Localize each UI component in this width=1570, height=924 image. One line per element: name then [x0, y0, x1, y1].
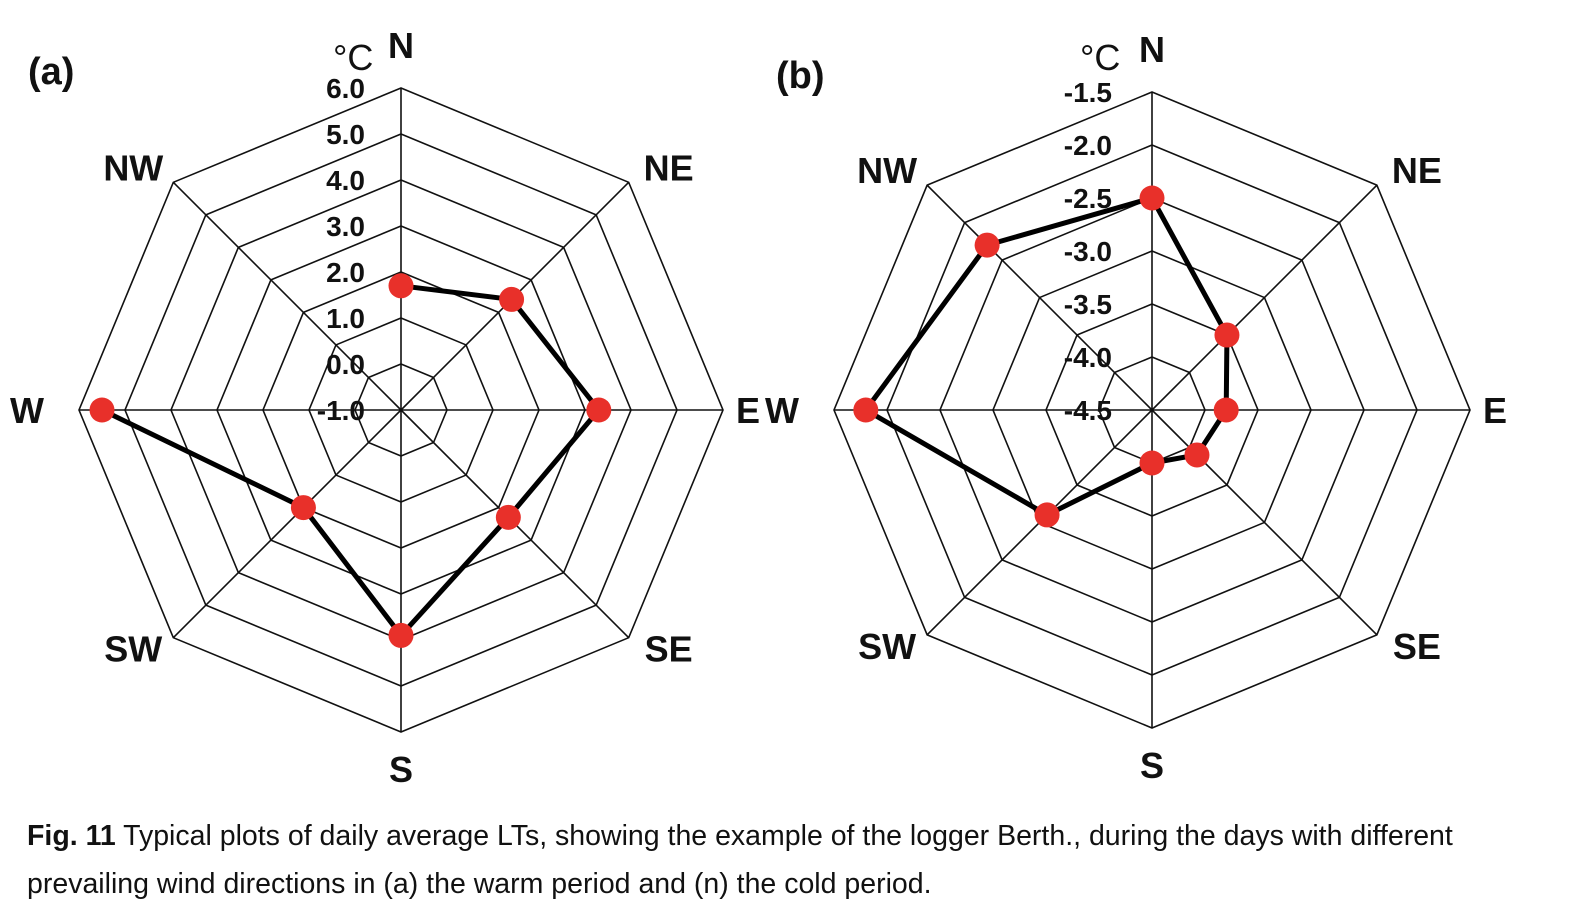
tick-label: -1.5: [1064, 77, 1112, 108]
tick-label: -3.5: [1064, 289, 1112, 320]
panel-label: (b): [776, 55, 825, 97]
data-point-e: [1213, 397, 1239, 423]
data-point-sw: [290, 495, 316, 521]
caption-label: Fig. 11: [27, 820, 116, 852]
direction-label-ne: NE: [644, 147, 694, 188]
series-line-segment: [863, 407, 1050, 518]
series-line-segment: [398, 514, 511, 638]
axis-spoke: [172, 181, 402, 411]
tick-label: -2.5: [1064, 183, 1112, 214]
tick-label: 0.0: [326, 349, 365, 380]
direction-label-se: SE: [1393, 626, 1441, 667]
data-point-se: [495, 504, 521, 530]
figure-caption: Fig. 11 Typical plots of daily average L…: [27, 812, 1557, 908]
series-line-segment: [1149, 195, 1230, 338]
tick-label: 3.0: [326, 211, 365, 242]
direction-label-n: N: [388, 25, 414, 66]
data-point-ne: [499, 286, 525, 312]
tick-label: -4.5: [1064, 395, 1112, 426]
tick-label: -1.0: [317, 395, 365, 426]
series-line-segment: [863, 242, 990, 413]
tick-label: -3.0: [1064, 236, 1112, 267]
direction-label-se: SE: [645, 629, 693, 670]
series-line-segment: [300, 505, 404, 638]
series-line-segment: [509, 296, 602, 413]
series-line-segment: [1044, 460, 1155, 518]
axis-spoke: [1151, 184, 1378, 411]
unit-label: °C: [333, 37, 373, 78]
tick-label: 6.0: [326, 73, 365, 104]
direction-label-nw: NW: [103, 147, 163, 188]
direction-label-e: E: [736, 390, 760, 431]
data-point-s: [1139, 450, 1165, 476]
data-point-s: [388, 622, 414, 648]
tick-label: 4.0: [326, 165, 365, 196]
series-line-segment: [99, 407, 306, 511]
direction-label-sw: SW: [104, 629, 162, 670]
direction-label-nw: NW: [857, 150, 917, 191]
axis-spoke: [1151, 409, 1378, 636]
direction-label-w: W: [765, 390, 799, 431]
data-point-se: [1184, 442, 1210, 468]
radar-chart-0: -1.0 0.0 1.0 2.0 3.0 4.0 5.0 6.0 N NE E SE S SW W NW (a)…: [10, 25, 760, 790]
data-point-w: [853, 397, 879, 423]
data-point-nw: [974, 232, 1000, 258]
radar-chart-1: -4.5 -4.0 -3.5 -3.0 -2.5 -2.0 -1.5 N NE E SE S SW W NW…: [765, 29, 1507, 786]
series-line-segment: [505, 407, 602, 520]
data-point-ne: [1214, 322, 1240, 348]
direction-label-e: E: [1483, 390, 1507, 431]
direction-label-ne: NE: [1392, 150, 1442, 191]
data-point-sw: [1034, 502, 1060, 528]
axis-spoke: [926, 184, 1153, 411]
tick-label: 1.0: [326, 303, 365, 334]
caption-text: Typical plots of daily average LTs, show…: [27, 820, 1453, 900]
direction-label-s: S: [389, 749, 413, 790]
series-line-segment: [398, 283, 515, 302]
data-point-n: [1139, 185, 1165, 211]
tick-label: -4.0: [1064, 342, 1112, 373]
tick-label: 2.0: [326, 257, 365, 288]
unit-label: °C: [1080, 37, 1120, 78]
panel-label: (a): [28, 51, 74, 93]
direction-label-sw: SW: [858, 626, 916, 667]
direction-label-n: N: [1139, 29, 1165, 70]
tick-label: 5.0: [326, 119, 365, 150]
data-point-e: [586, 397, 612, 423]
series-line-segment: [984, 195, 1155, 248]
tick-label: -2.0: [1064, 130, 1112, 161]
data-point-w: [89, 397, 115, 423]
direction-label-w: W: [10, 390, 44, 431]
data-point-n: [388, 273, 414, 299]
direction-label-s: S: [1140, 745, 1164, 786]
axis-spoke: [172, 409, 402, 639]
